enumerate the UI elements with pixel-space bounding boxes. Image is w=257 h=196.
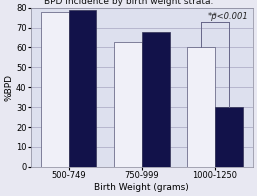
Text: BPD incidence by birth weight strata.: BPD incidence by birth weight strata. <box>44 0 213 6</box>
Bar <box>187 47 215 167</box>
X-axis label: Birth Weight (grams): Birth Weight (grams) <box>94 183 189 192</box>
Y-axis label: %BPD: %BPD <box>4 74 13 101</box>
Bar <box>114 42 142 167</box>
Text: *: * <box>213 12 217 21</box>
Bar <box>215 107 243 167</box>
Text: *p<0.001: *p<0.001 <box>208 12 249 21</box>
Bar <box>69 10 96 167</box>
Bar <box>142 32 170 167</box>
Bar <box>41 12 69 167</box>
